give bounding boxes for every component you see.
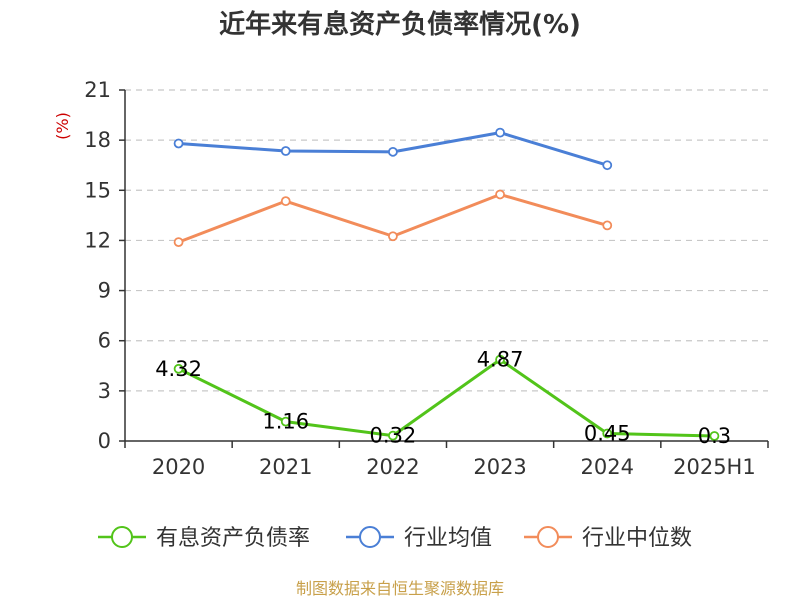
legend-item: 有息资产负债率	[98, 526, 310, 551]
data-point	[280, 196, 291, 207]
data-label: 4.87	[477, 348, 524, 372]
legend-item: 行业均值	[346, 526, 492, 551]
y-tick-label: 21	[84, 78, 111, 102]
y-tick-label: 0	[98, 429, 111, 453]
y-tick-label: 9	[98, 279, 111, 303]
data-label: 0.45	[584, 421, 631, 445]
y-tick-labels: 0 3 6 9 12 15 18 21	[84, 78, 111, 453]
x-tick-label: 2023	[473, 455, 526, 479]
x-tick-label: 2020	[152, 455, 205, 479]
data-point	[602, 428, 613, 439]
y-tick-label: 12	[84, 228, 111, 252]
data-point	[173, 363, 184, 374]
data-point	[388, 430, 398, 441]
x-tick-label: 2021	[259, 455, 312, 479]
legend-label: 行业中位数	[582, 526, 692, 551]
data-point	[602, 220, 613, 231]
y-tick-label: 18	[84, 128, 111, 152]
legend-swatch-marker	[537, 526, 559, 548]
data-label: 1.16	[262, 410, 309, 434]
y-tick-label: 15	[84, 178, 111, 202]
data-point	[495, 189, 505, 200]
data-point	[388, 146, 398, 157]
data-label: 0.3	[698, 424, 731, 448]
y-tick-label: 6	[98, 329, 111, 353]
x-tick-label: 2025H1	[673, 455, 756, 479]
legend-label: 有息资产负债率	[156, 526, 310, 551]
series-line	[177, 358, 715, 438]
grid-lines	[125, 89, 768, 392]
data-label: 0.32	[370, 424, 417, 448]
chart-title: 近年来有息资产负债率情况(%)	[219, 9, 581, 40]
x-tick-labels: 2020 2021 2022 2023 2024 2025H1	[152, 455, 756, 479]
data-point	[280, 416, 291, 427]
x-tick-label: 2022	[366, 455, 419, 479]
x-tick-label: 2024	[581, 455, 634, 479]
data-point	[495, 354, 505, 365]
legend-item: 行业中位数	[524, 526, 692, 551]
legend-label: 行业均值	[404, 526, 492, 551]
data-label: 4.32	[155, 357, 202, 381]
data-point	[173, 237, 184, 248]
data-point	[602, 160, 613, 171]
series-group	[173, 127, 720, 441]
data-point	[495, 127, 505, 138]
legend-swatch-marker	[359, 526, 381, 548]
y-axis-label: (%)	[53, 112, 72, 140]
legend-swatch-marker	[111, 526, 133, 548]
data-labels: 4.32 1.16 0.32 4.87 0.45 0.3	[155, 348, 731, 448]
data-point	[709, 431, 720, 441]
legend: 有息资产负债率 行业均值 行业中位数	[98, 526, 692, 551]
y-tick-label: 3	[98, 379, 111, 403]
data-point	[388, 231, 398, 242]
source-note: 制图数据来自恒生聚源数据库	[296, 579, 504, 598]
data-point	[280, 146, 291, 156]
axes	[119, 89, 769, 448]
data-point	[173, 138, 184, 149]
